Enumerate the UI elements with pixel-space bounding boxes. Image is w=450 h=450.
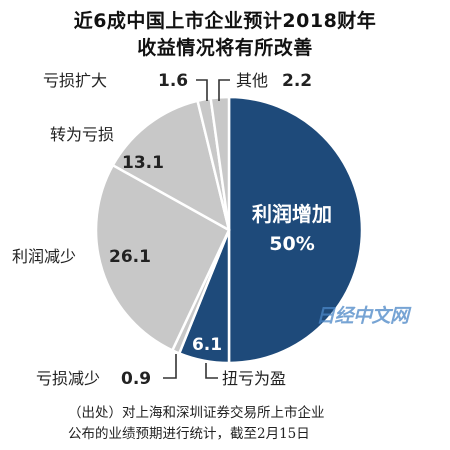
slice-value-loss-reduce: 0.9: [121, 369, 151, 389]
source-note-line-1: （出处）对上海和深圳证券交易所上市企业: [68, 405, 325, 421]
slice-label-loss-expand: 亏损扩大: [43, 71, 107, 90]
slice-label-loss-reduce: 亏损减少: [36, 369, 100, 388]
slice-label-profit-up: 利润增加: [252, 202, 332, 226]
slice-value-turn-loss: 13.1: [122, 153, 164, 173]
pie-slice-profit-up: [227, 95, 364, 365]
slice-value-profit-down: 26.1: [109, 247, 151, 267]
slice-labels: 利润增加 50% 6.1 扭亏为盈 亏损减少 0.9 利润减少 26.1 转为亏…: [12, 71, 332, 389]
leader-lines: [163, 79, 230, 379]
slice-label-other: 其他: [236, 71, 268, 90]
pie-slice-turn-loss: [111, 99, 231, 232]
chart-title-line-2: 收益情况将有所改善: [137, 37, 313, 59]
slice-value-profit-up: 50%: [269, 233, 314, 255]
source-note-line-2: 公布的业绩预期进行统计，截至2月15日: [68, 426, 310, 442]
slice-label-profit-down: 利润减少: [12, 247, 76, 266]
leader-line-loss-reduce: [163, 354, 177, 379]
slice-value-loss-expand: 1.6: [158, 71, 188, 91]
leader-line-other: [218, 79, 230, 101]
pie-slice-other: [209, 95, 231, 232]
slice-label-turnaround: 扭亏为盈: [222, 369, 286, 388]
chart-title-line-1: 近6成中国上市企业预计2018财年: [73, 10, 377, 32]
slice-label-turn-loss: 转为亏损: [50, 125, 114, 144]
leader-line-loss-expand: [196, 79, 208, 101]
slice-value-turnaround: 6.1: [192, 335, 222, 355]
leader-line-turnaround: [205, 363, 218, 379]
watermark-logo: 日经中文网: [316, 305, 409, 327]
pie-slices: [94, 95, 364, 365]
slice-value-other: 2.2: [282, 71, 312, 91]
